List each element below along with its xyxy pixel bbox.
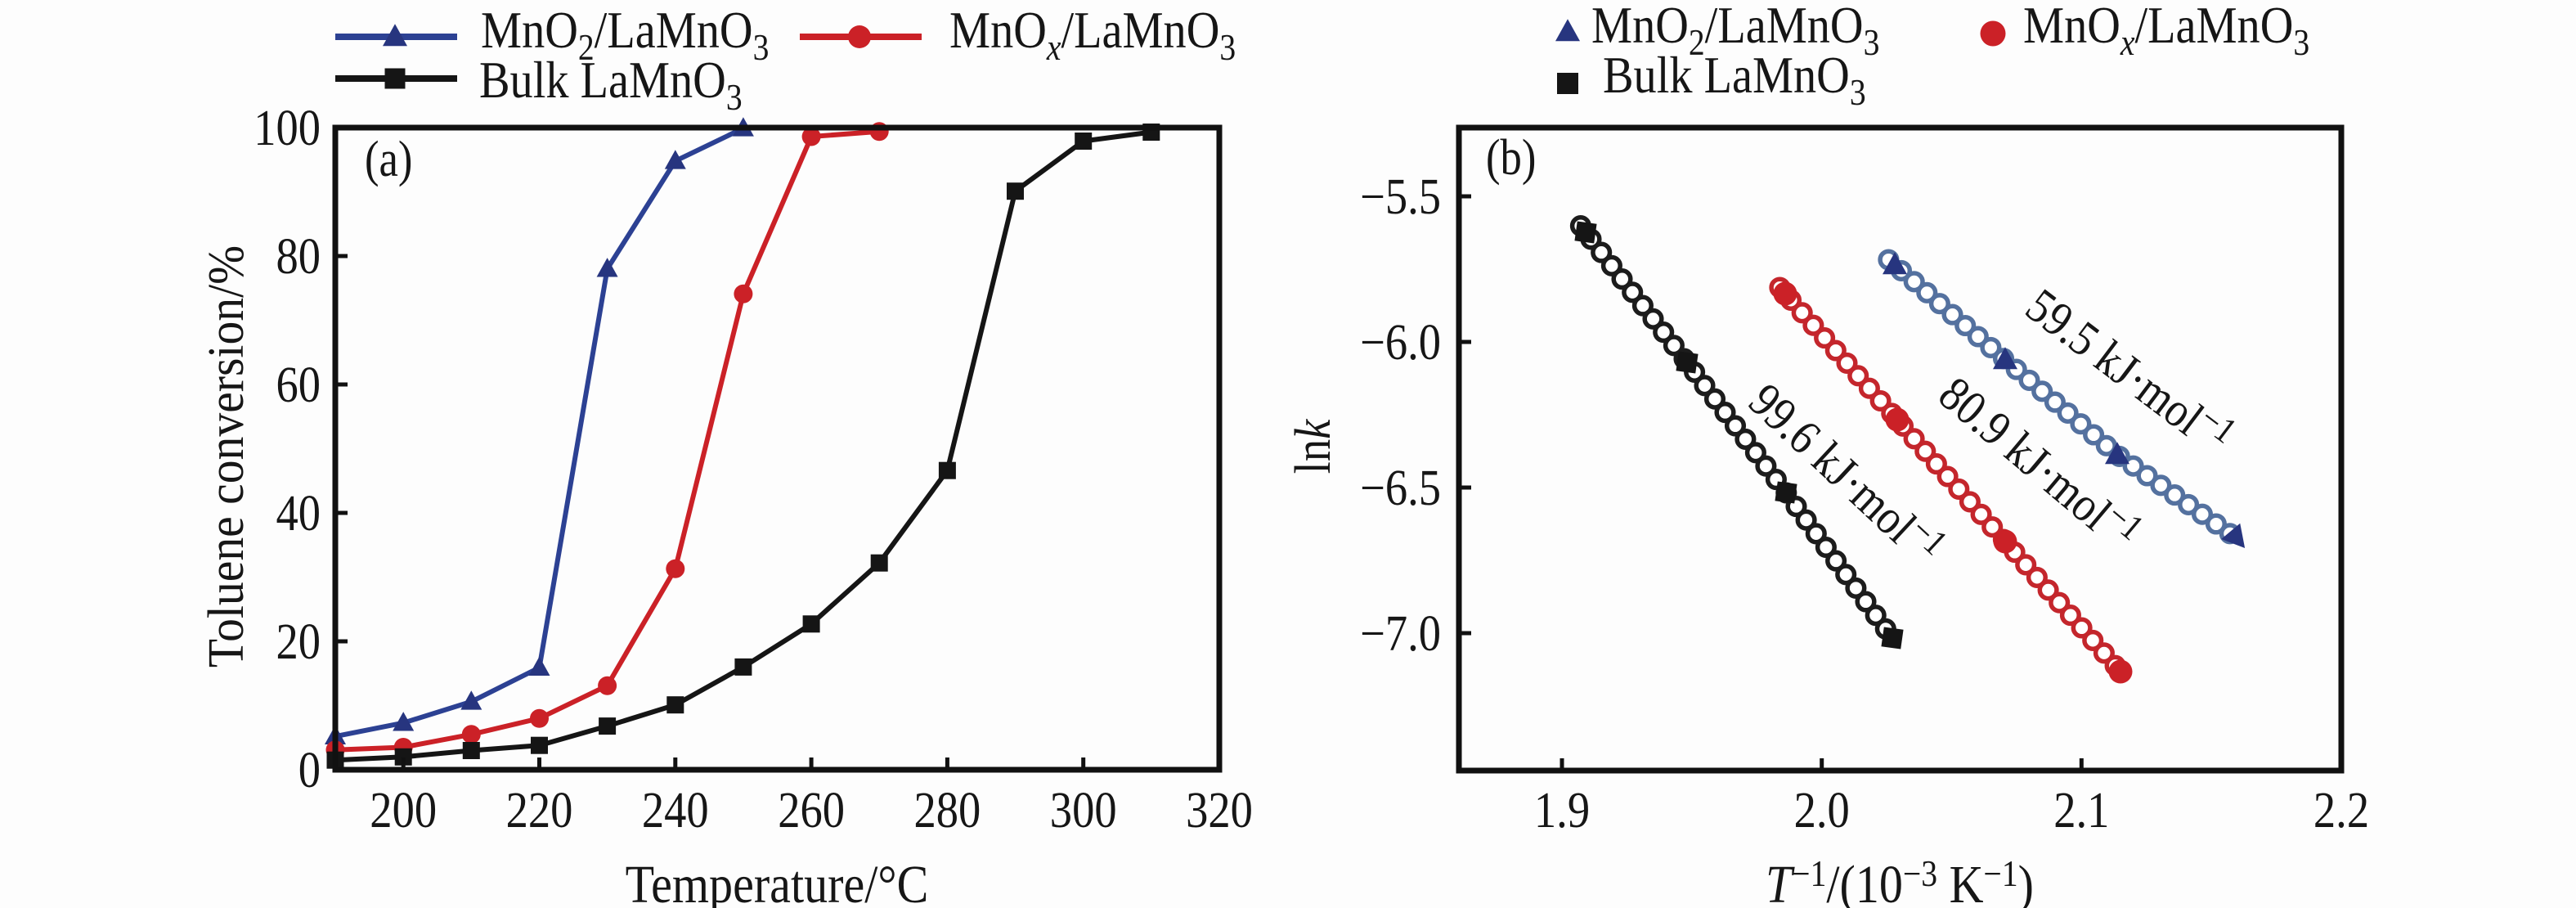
svg-text:Temperature/°C: Temperature/°C (626, 856, 929, 908)
svg-text:60: 60 (276, 357, 321, 413)
svg-text:MnO2​/LaMnO3​: MnO2​/LaMnO3​ (481, 2, 769, 69)
svg-text:2.2: 2.2 (2313, 782, 2369, 838)
svg-text:Toluene conversion/%: Toluene conversion/% (198, 245, 254, 668)
svg-text:2.0: 2.0 (1794, 782, 1850, 838)
svg-text:1.9: 1.9 (1534, 782, 1590, 838)
svg-text:(a): (a) (365, 132, 412, 187)
svg-text:2.1: 2.1 (2053, 782, 2109, 838)
svg-text:(b): (b) (1486, 130, 1536, 186)
svg-text:320: 320 (1186, 782, 1253, 838)
svg-text:200: 200 (370, 782, 437, 838)
svg-text:260: 260 (778, 782, 845, 838)
svg-text:220: 220 (506, 782, 573, 838)
svg-text:−6.0: −6.0 (1360, 314, 1441, 371)
svg-text:Bulk LaMnO3​: Bulk LaMnO3​ (479, 52, 743, 119)
svg-text:20: 20 (276, 614, 321, 670)
svg-text:lnk: lnk (1285, 419, 1341, 474)
svg-text:280: 280 (913, 782, 981, 838)
svg-text:100: 100 (254, 100, 321, 156)
svg-text:40: 40 (276, 485, 321, 542)
svg-text:−5.5: −5.5 (1360, 169, 1441, 225)
svg-text:−7.0: −7.0 (1360, 605, 1441, 662)
svg-text:MnO2​/LaMnO3​: MnO2​/LaMnO3​ (1591, 0, 1879, 64)
svg-text:240: 240 (642, 782, 709, 838)
svg-text:300: 300 (1050, 782, 1117, 838)
svg-text:MnOx​/LaMnO3​: MnOx​/LaMnO3​ (2023, 0, 2309, 64)
svg-text:MnOx​/LaMnO3​: MnOx​/LaMnO3​ (949, 2, 1236, 69)
svg-text:0: 0 (298, 742, 321, 798)
svg-text:Bulk LaMnO3​: Bulk LaMnO3​ (1603, 47, 1866, 114)
svg-text:80: 80 (276, 228, 321, 285)
svg-text:−6.5: −6.5 (1360, 460, 1441, 516)
